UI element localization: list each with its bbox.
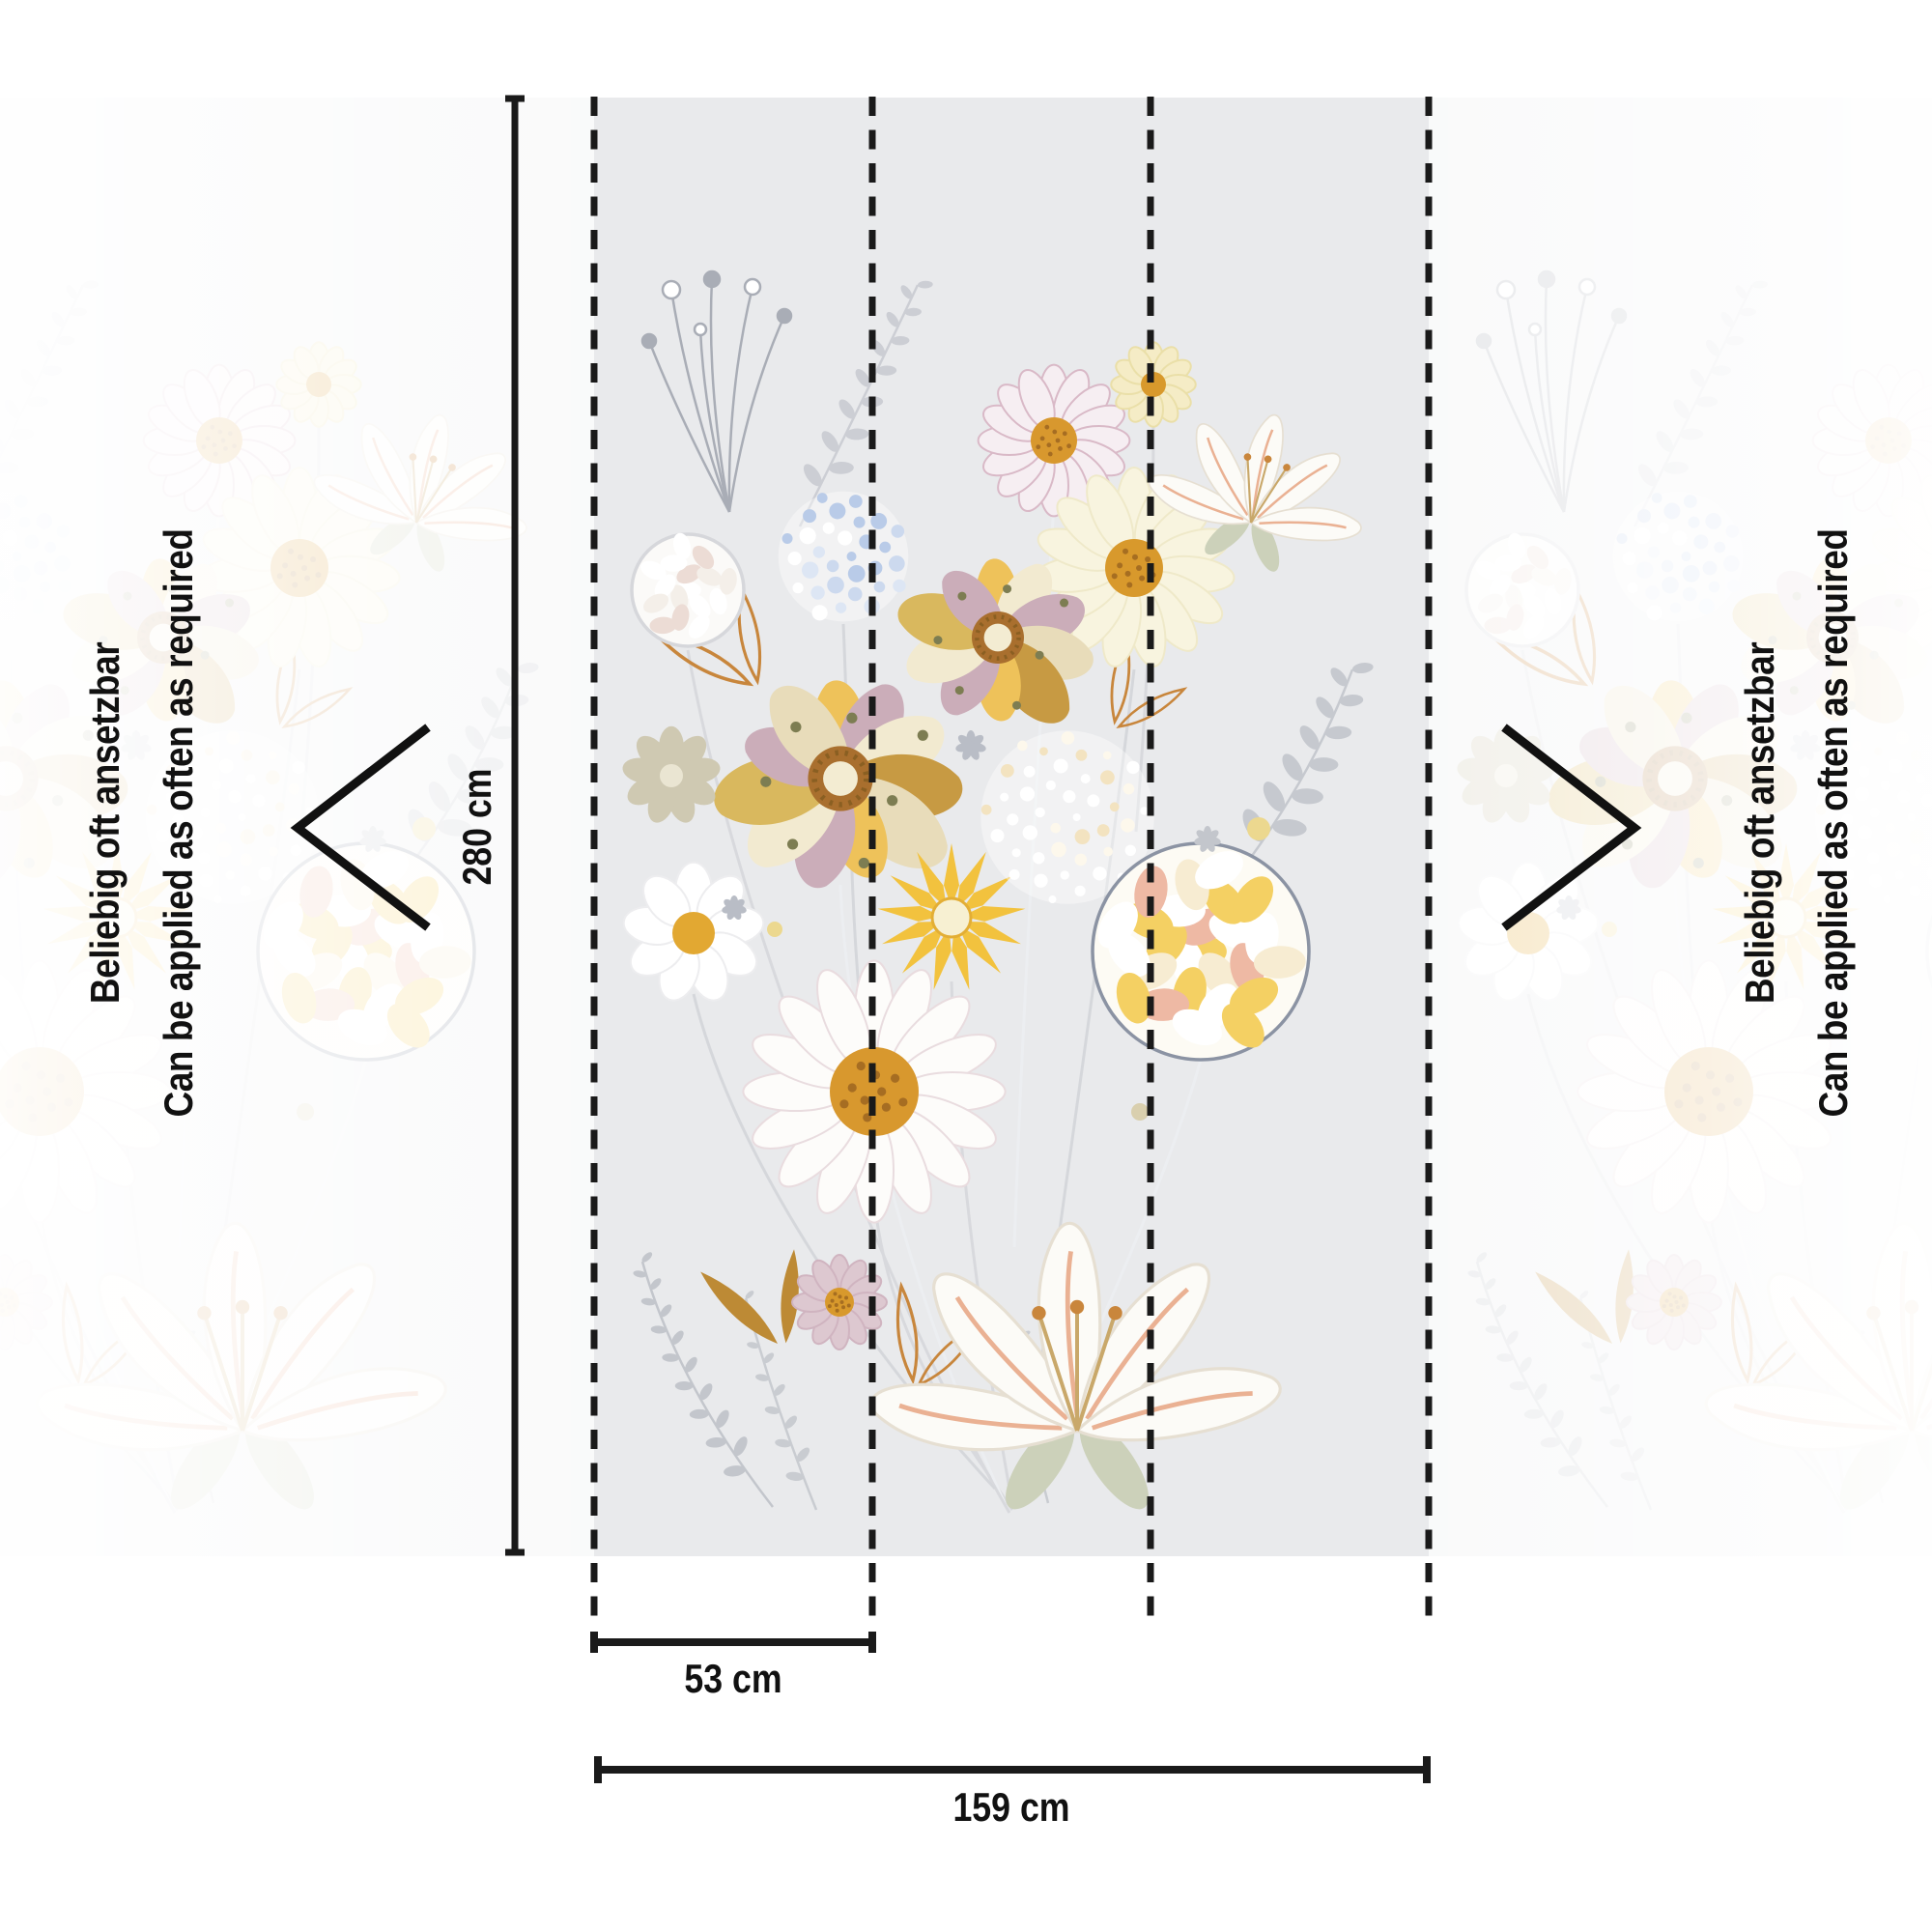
strip-width-dimension-line <box>590 1632 876 1653</box>
right-fade-overlay <box>1429 98 1932 1556</box>
side-note-english-right: Can be applied as often as required <box>1810 528 1856 1118</box>
height-dimension-line <box>505 95 525 1556</box>
total-width-dimension-line <box>594 1756 1431 1783</box>
side-note-english-left: Can be applied as often as required <box>156 528 201 1118</box>
total-width-dimension-label: 159 cm <box>952 1784 1070 1830</box>
side-note-german-right: Beliebig oft ansetzbar <box>1737 641 1782 1005</box>
side-note-german-left: Beliebig oft ansetzbar <box>82 641 128 1005</box>
strip-width-dimension-label: 53 cm <box>684 1656 782 1701</box>
repeat-chevron-right-icon <box>1501 724 1642 931</box>
height-dimension-label: 280 cm <box>454 768 499 886</box>
repeat-chevron-left-icon <box>290 724 431 931</box>
